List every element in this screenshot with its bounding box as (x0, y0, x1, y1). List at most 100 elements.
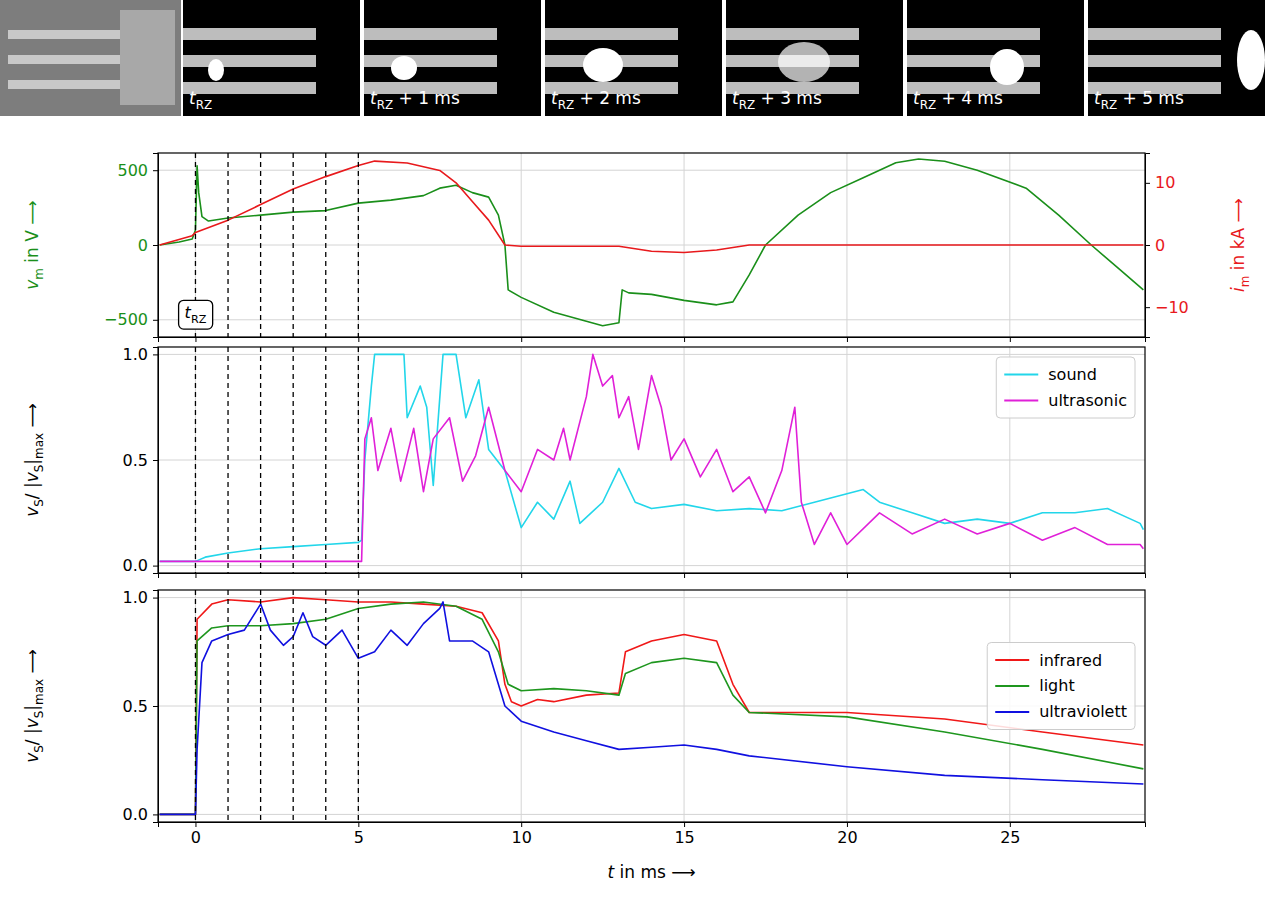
frame-bg (183, 0, 360, 116)
legend-box (987, 643, 1135, 730)
tick (684, 573, 685, 578)
event-line (260, 347, 261, 573)
tick: −500 (104, 310, 158, 329)
plot-bg (158, 153, 1145, 337)
text-part: max (32, 433, 46, 459)
series-line (160, 602, 1144, 814)
tick: 0.0 (123, 805, 158, 824)
grid-line (158, 460, 1145, 461)
tick-mark (358, 573, 359, 578)
tick-mark (521, 337, 522, 342)
legend: infraredlightultraviolett (987, 643, 1135, 730)
arc (583, 48, 623, 82)
text-part: ⟶ (22, 403, 42, 433)
plot-bg (158, 590, 1145, 822)
frame-bg (726, 0, 903, 116)
grid-line (158, 354, 1145, 355)
frame-label: tRZ (189, 88, 212, 112)
text-part: / | (22, 728, 42, 745)
tick: 1.0 (123, 345, 158, 364)
axis-line (153, 348, 159, 574)
axis: 0510152025 (159, 822, 1146, 847)
tick-mark (153, 566, 158, 567)
panel: 0.00.51.0vS/ |vS|max ⟶soundultrasonic (22, 345, 1146, 578)
tick-label: 0 (138, 236, 148, 255)
text-part: in kA ⟶ (1228, 198, 1248, 276)
event-line (227, 347, 228, 573)
tick: 0.5 (123, 697, 158, 716)
axis-line (153, 154, 159, 338)
electrode (364, 55, 497, 67)
tick-mark (1010, 573, 1011, 578)
text-part: RZ (920, 98, 936, 112)
tick (1010, 573, 1011, 578)
frame-label: tRZ + 1 ms (370, 88, 460, 112)
electrode (1088, 28, 1221, 40)
tick-label: 15 (674, 828, 694, 847)
tick: 15 (674, 822, 694, 847)
electrode (1088, 55, 1221, 67)
tick: 20 (837, 822, 857, 847)
grid (158, 590, 1145, 822)
tick: 10 (512, 822, 532, 847)
tick (847, 573, 848, 578)
tick-mark (195, 573, 196, 578)
tick-label: 500 (117, 161, 148, 180)
frame-label: tRZ + 3 ms (732, 88, 822, 112)
axis-line (159, 574, 1146, 579)
frame-bg (1088, 0, 1265, 116)
tick-label: 0 (191, 828, 201, 847)
event-line (325, 153, 326, 337)
tick-mark (1145, 307, 1150, 308)
electrode (183, 55, 316, 67)
tick-label: 5 (354, 828, 364, 847)
event-line (325, 347, 326, 573)
text-part: RZ (739, 98, 755, 112)
grid (158, 153, 1145, 337)
electrode (183, 82, 316, 94)
text-part: in ms ⟶ (614, 862, 696, 882)
event-line (227, 590, 228, 822)
arc (1237, 30, 1265, 90)
text-part: in V ⟶ (22, 200, 42, 268)
arc (990, 49, 1024, 85)
tick-label: 0.0 (123, 805, 148, 824)
legend-swatch (1004, 373, 1038, 375)
tick: 0 (1145, 236, 1165, 255)
tick-mark (195, 822, 196, 827)
tick-label: −500 (104, 310, 148, 329)
frame-strip: tRZtRZ + 1 mstRZ + 2 mstRZ + 3 mstRZ + 4… (0, 0, 1265, 116)
arc (208, 59, 224, 81)
tick-mark (684, 337, 685, 342)
legend-swatch (1004, 399, 1038, 401)
text-part: S (32, 465, 46, 473)
frame: tRZ + 3 ms (726, 0, 903, 116)
text-part: RZ (1101, 98, 1117, 112)
text-part: + 1 ms (393, 88, 460, 108)
event-line (260, 153, 261, 337)
legend-swatch (995, 659, 1029, 661)
plot-frame (158, 153, 1145, 337)
axis (159, 337, 1146, 342)
tick-mark (1010, 822, 1011, 827)
grid (158, 347, 1145, 573)
text-part: m (1238, 276, 1252, 288)
axis-line (159, 338, 1146, 343)
frame: tRZ + 4 ms (907, 0, 1084, 116)
series-line (160, 354, 1144, 561)
tick-label: −10 (1155, 298, 1189, 317)
legend-label: light (1039, 677, 1074, 696)
frame: tRZ + 1 ms (364, 0, 541, 116)
tick-label: 1.0 (123, 345, 148, 364)
photo-glow (120, 10, 175, 105)
text-part: + 3 ms (755, 88, 822, 108)
electrode (907, 28, 1040, 40)
text-part: RZ (196, 98, 212, 112)
text-part: + 2 ms (574, 88, 641, 108)
x-axis-title: t in ms ⟶ (607, 862, 695, 882)
electrode (364, 28, 497, 40)
tick: 0 (138, 236, 158, 255)
plot-bg (158, 347, 1145, 573)
tick (195, 337, 196, 342)
legend-label: ultraviolett (1039, 703, 1127, 722)
